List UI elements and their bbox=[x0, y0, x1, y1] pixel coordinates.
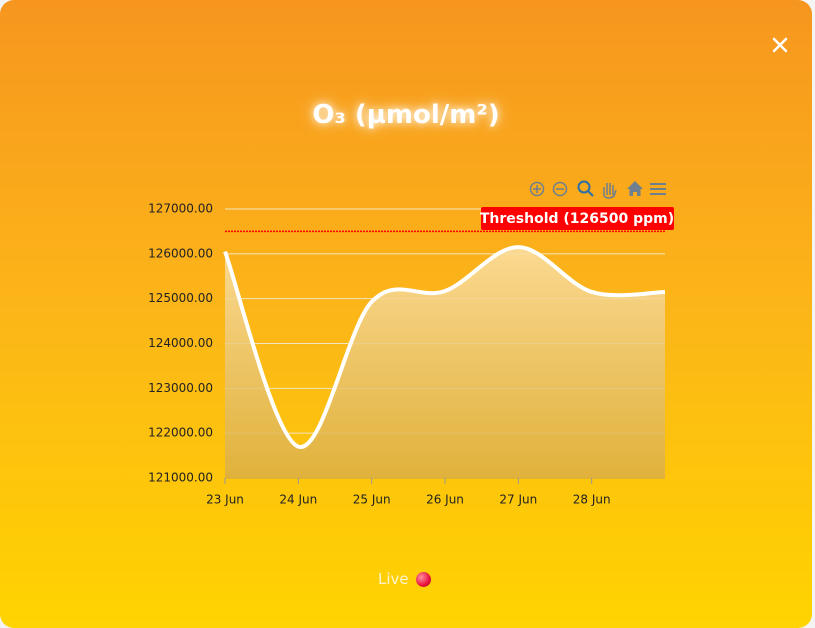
live-indicator bbox=[416, 572, 431, 587]
threshold-label: Threshold (126500 ppm) bbox=[480, 211, 674, 227]
x-tick-label: 25 Jun bbox=[353, 493, 391, 507]
x-tick-label: 24 Jun bbox=[279, 493, 317, 507]
toolbar bbox=[529, 180, 666, 199]
y-tick-label: 126000.00 bbox=[148, 246, 213, 260]
y-tick-label: 121000.00 bbox=[148, 471, 213, 485]
pan-button[interactable] bbox=[603, 183, 617, 199]
y-tick-label: 123000.00 bbox=[148, 381, 213, 395]
y-tick-label: 125000.00 bbox=[148, 291, 213, 305]
zoom-select-button[interactable] bbox=[577, 180, 594, 197]
zoom-out-button[interactable] bbox=[552, 181, 568, 197]
x-tick-label: 26 Jun bbox=[426, 493, 464, 507]
area bbox=[225, 247, 665, 478]
zoom-in-button[interactable] bbox=[529, 181, 545, 197]
menu-button[interactable] bbox=[650, 183, 666, 195]
threshold-label-box bbox=[481, 207, 674, 230]
reset-button[interactable] bbox=[627, 181, 643, 196]
x-tick-label: 23 Jun bbox=[206, 493, 244, 507]
x-tick-label: 27 Jun bbox=[499, 493, 537, 507]
title: O₃ (µmol/m²) bbox=[312, 100, 500, 130]
y-tick-label: 122000.00 bbox=[148, 426, 213, 440]
y-tick-label: 127000.00 bbox=[148, 202, 213, 216]
x-tick-label: 28 Jun bbox=[573, 493, 611, 507]
live-label: Live bbox=[378, 570, 409, 588]
y-tick-label: 124000.00 bbox=[148, 336, 213, 350]
line bbox=[223, 245, 666, 449]
close-button[interactable] bbox=[772, 37, 788, 53]
